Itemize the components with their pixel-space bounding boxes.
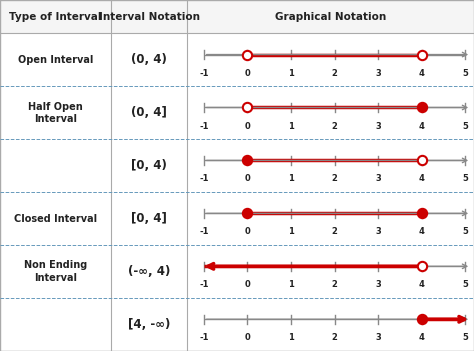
- Text: -1: -1: [199, 68, 209, 78]
- Text: 0: 0: [245, 121, 250, 131]
- Point: [418, 317, 426, 322]
- Text: 3: 3: [375, 174, 381, 184]
- Point: [418, 52, 426, 57]
- Text: 2: 2: [332, 333, 337, 342]
- Text: 0: 0: [245, 68, 250, 78]
- Point: [418, 105, 426, 110]
- Point: [418, 264, 426, 269]
- Text: 2: 2: [332, 174, 337, 184]
- Text: Type of Interval: Type of Interval: [9, 12, 102, 22]
- Text: 3: 3: [375, 280, 381, 289]
- Point: [244, 105, 251, 110]
- Text: 4: 4: [419, 280, 425, 289]
- Text: [0, 4): [0, 4): [131, 159, 167, 172]
- Text: 4: 4: [419, 121, 425, 131]
- Text: 2: 2: [332, 68, 337, 78]
- Point: [418, 211, 426, 216]
- Text: 0: 0: [245, 174, 250, 184]
- Text: 4: 4: [419, 68, 425, 78]
- Text: Graphical Notation: Graphical Notation: [275, 12, 386, 22]
- Text: 2: 2: [332, 121, 337, 131]
- Text: Closed Interval: Closed Interval: [14, 214, 97, 224]
- Text: 5: 5: [463, 121, 468, 131]
- Text: -1: -1: [199, 280, 209, 289]
- Text: 1: 1: [288, 174, 294, 184]
- Text: Open Interval: Open Interval: [18, 55, 93, 65]
- Text: Interval Notation: Interval Notation: [99, 12, 200, 22]
- Point: [244, 211, 251, 216]
- Text: 4: 4: [419, 227, 425, 237]
- Text: 3: 3: [375, 227, 381, 237]
- Point: [418, 158, 426, 163]
- Text: 1: 1: [288, 280, 294, 289]
- Text: Half Open
Interval: Half Open Interval: [28, 101, 83, 124]
- Text: (0, 4]: (0, 4]: [131, 106, 167, 119]
- Text: 5: 5: [463, 174, 468, 184]
- Text: -1: -1: [199, 227, 209, 237]
- Text: (-∞, 4): (-∞, 4): [128, 265, 171, 278]
- Point: [244, 52, 251, 57]
- Text: (0, 4): (0, 4): [131, 53, 167, 66]
- Text: 1: 1: [288, 227, 294, 237]
- Text: Non Ending
Interval: Non Ending Interval: [24, 260, 87, 283]
- Text: 2: 2: [332, 227, 337, 237]
- Text: 4: 4: [419, 333, 425, 342]
- Text: 1: 1: [288, 121, 294, 131]
- Text: 0: 0: [245, 280, 250, 289]
- Text: 3: 3: [375, 121, 381, 131]
- Text: 1: 1: [288, 68, 294, 78]
- Text: -1: -1: [199, 174, 209, 184]
- Bar: [0, 0, 474, 33]
- Text: 2: 2: [332, 280, 337, 289]
- Text: [0, 4]: [0, 4]: [131, 212, 167, 225]
- Text: 3: 3: [375, 333, 381, 342]
- Text: -1: -1: [199, 333, 209, 342]
- Text: 4: 4: [419, 174, 425, 184]
- Text: 1: 1: [288, 333, 294, 342]
- Text: 5: 5: [463, 333, 468, 342]
- Text: 5: 5: [463, 227, 468, 237]
- Text: 3: 3: [375, 68, 381, 78]
- Text: [4, -∞): [4, -∞): [128, 318, 171, 331]
- Point: [244, 158, 251, 163]
- Text: 0: 0: [245, 227, 250, 237]
- Text: -1: -1: [199, 121, 209, 131]
- Text: 0: 0: [245, 333, 250, 342]
- Text: 5: 5: [463, 280, 468, 289]
- Text: 5: 5: [463, 68, 468, 78]
